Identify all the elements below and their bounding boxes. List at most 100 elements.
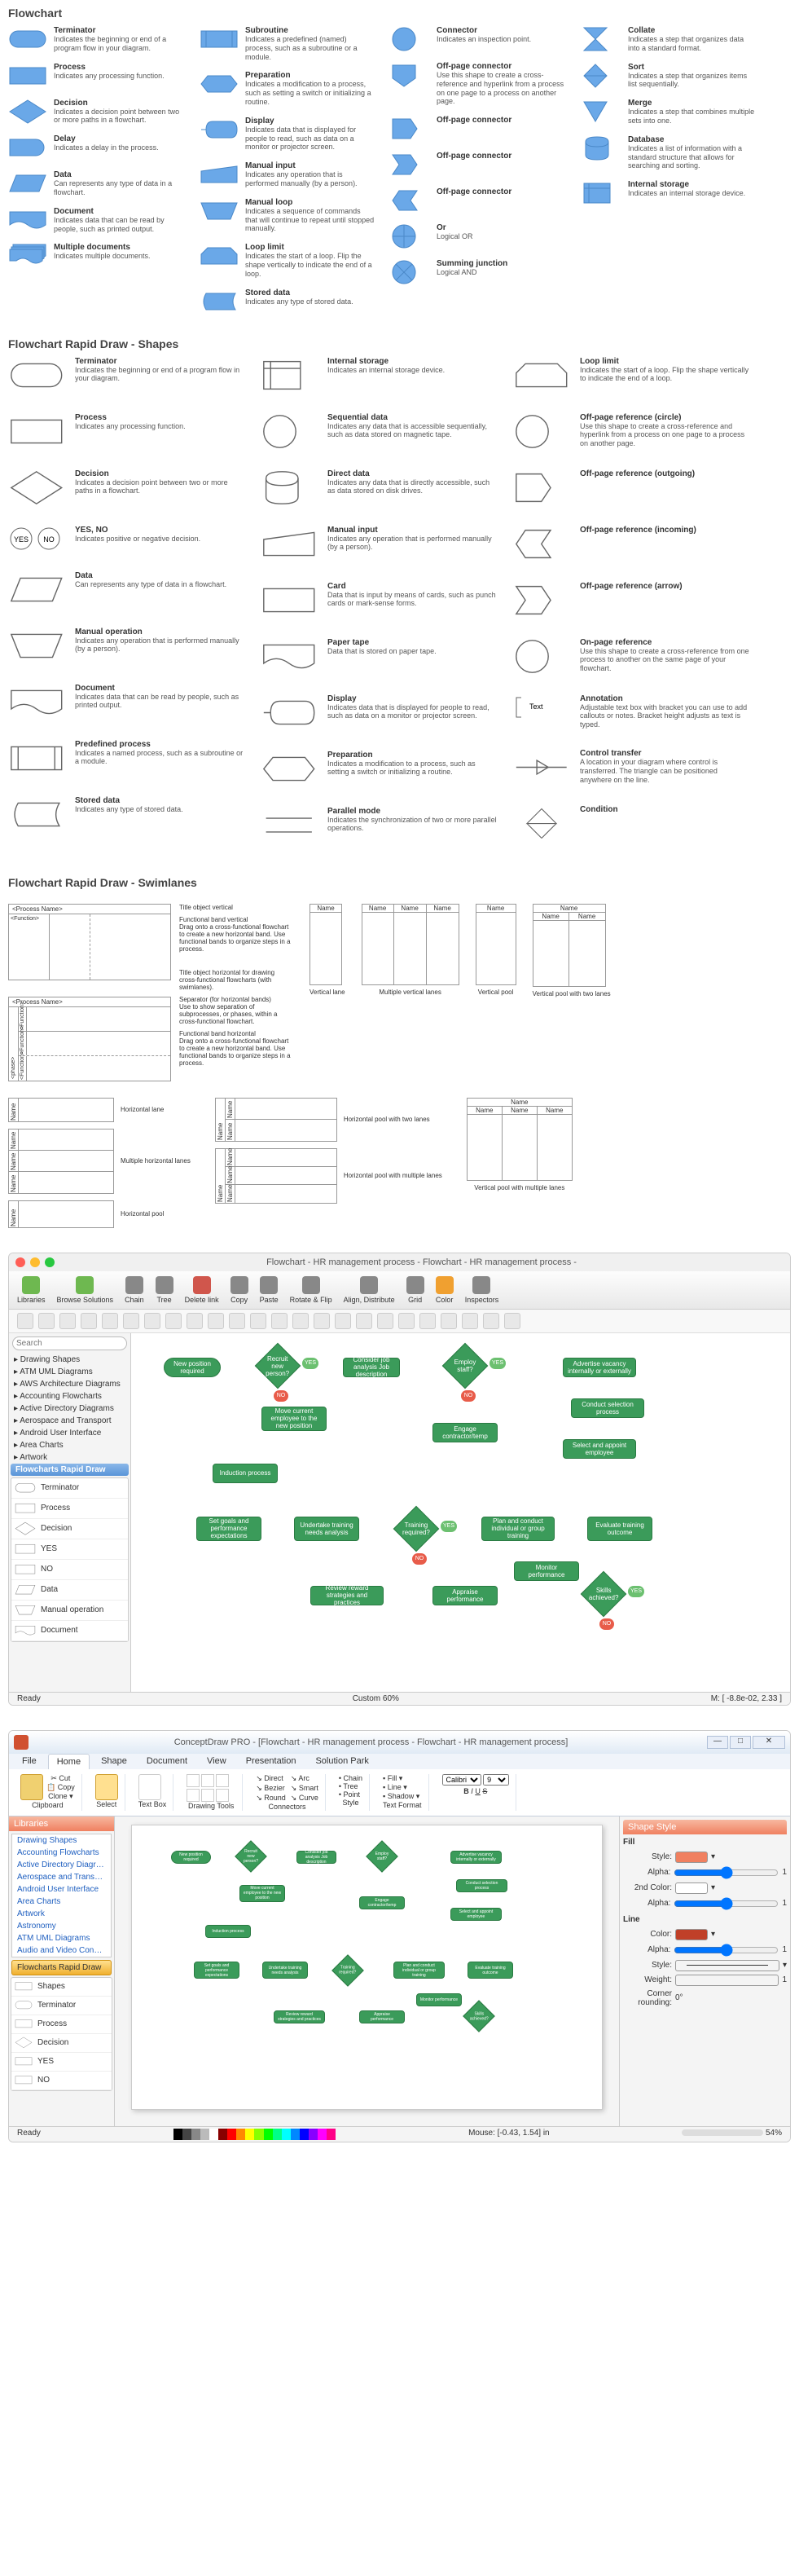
close-button[interactable]: ✕ bbox=[753, 1736, 785, 1749]
flowchart-node[interactable]: Move current employee to the new positio… bbox=[239, 1885, 285, 1902]
toolbar-paste[interactable]: Paste bbox=[260, 1276, 279, 1304]
palette-color[interactable] bbox=[245, 2129, 254, 2140]
tool-button[interactable] bbox=[377, 1313, 393, 1329]
tool-button[interactable] bbox=[208, 1313, 224, 1329]
style-swatch[interactable] bbox=[675, 1852, 708, 1863]
palette-color[interactable] bbox=[173, 2129, 182, 2140]
tool-button[interactable] bbox=[314, 1313, 330, 1329]
palette-item[interactable]: Process bbox=[11, 1499, 128, 1519]
flowchart-node[interactable]: Review reward strategies and practices bbox=[310, 1586, 384, 1605]
flowchart-node[interactable]: Conduct selection process bbox=[571, 1398, 644, 1418]
palette-color[interactable] bbox=[300, 2129, 309, 2140]
toolbar-chain[interactable]: Chain bbox=[125, 1276, 144, 1304]
sidebar-item[interactable]: Drawing Shapes bbox=[12, 1834, 111, 1847]
flowchart-node[interactable]: Plan and conduct individual or group tra… bbox=[393, 1962, 445, 1979]
line-color-swatch[interactable] bbox=[675, 1929, 708, 1940]
ribbon-tab-view[interactable]: View bbox=[199, 1754, 235, 1769]
maximize-button[interactable]: □ bbox=[730, 1736, 751, 1749]
toolbar-inspectors[interactable]: Inspectors bbox=[465, 1276, 499, 1304]
palette-color[interactable] bbox=[318, 2129, 327, 2140]
color2-swatch[interactable] bbox=[675, 1882, 708, 1894]
palette-color[interactable] bbox=[209, 2129, 218, 2140]
tool-button[interactable] bbox=[271, 1313, 288, 1329]
flowchart-node[interactable]: Monitor performance bbox=[416, 1993, 462, 2007]
palette-item[interactable]: Terminator bbox=[11, 1478, 128, 1499]
tool-button[interactable] bbox=[462, 1313, 478, 1329]
flowchart-canvas[interactable]: New position requiredRecruit new person?… bbox=[131, 1333, 790, 1692]
palette-item[interactable]: Manual operation bbox=[11, 1601, 128, 1621]
toolbar-tree[interactable]: Tree bbox=[156, 1276, 173, 1304]
sidebar-item[interactable]: ▸ Android User Interface bbox=[9, 1427, 130, 1439]
flowchart-node[interactable]: Training required? bbox=[393, 1505, 440, 1552]
palette-color[interactable] bbox=[218, 2129, 227, 2140]
tool-button[interactable] bbox=[229, 1313, 245, 1329]
copy-button[interactable]: 📋 Copy bbox=[46, 1783, 75, 1792]
palette-color[interactable] bbox=[254, 2129, 263, 2140]
flowchart-node[interactable]: Review reward strategies and practices bbox=[274, 2010, 325, 2024]
sidebar-item[interactable]: ▸ AWS Architecture Diagrams bbox=[9, 1378, 130, 1390]
flowchart-node[interactable]: Consider job analysis Job description bbox=[296, 1851, 336, 1865]
palette-color[interactable] bbox=[291, 2129, 300, 2140]
tool-button[interactable] bbox=[419, 1313, 436, 1329]
sidebar-item[interactable]: ATM UML Diagrams bbox=[12, 1932, 111, 1944]
ribbon-tab-home[interactable]: Home bbox=[48, 1754, 90, 1769]
alpha2-slider[interactable] bbox=[674, 1897, 779, 1910]
sidebar-item[interactable]: Astronomy bbox=[12, 1920, 111, 1932]
sidebar-item[interactable]: ▸ Area Charts bbox=[9, 1439, 130, 1451]
tool-button[interactable] bbox=[38, 1313, 55, 1329]
ribbon-tab-file[interactable]: File bbox=[14, 1754, 45, 1769]
flowchart-node[interactable]: Select and appoint employee bbox=[563, 1439, 636, 1459]
sidebar-item[interactable]: Android User Interface bbox=[12, 1883, 111, 1896]
sidebar-item[interactable]: ▸ Artwork bbox=[9, 1451, 130, 1464]
sidebar-selected[interactable]: Flowcharts Rapid Draw bbox=[11, 1464, 129, 1476]
sidebar-item[interactable]: ▸ Active Directory Diagrams bbox=[9, 1402, 130, 1415]
textbox-button[interactable] bbox=[138, 1774, 161, 1800]
tool-button[interactable] bbox=[59, 1313, 76, 1329]
flowchart-node[interactable]: Training required? bbox=[331, 1954, 364, 1987]
color-palette[interactable] bbox=[173, 2129, 336, 2140]
flowchart-node[interactable]: Employ staff? bbox=[442, 1342, 489, 1389]
select-button[interactable] bbox=[95, 1774, 118, 1800]
palette-color[interactable] bbox=[191, 2129, 200, 2140]
flowchart-node[interactable]: Evaluate training outcome bbox=[587, 1517, 652, 1541]
flowchart-node[interactable]: Undertake training needs analysis bbox=[294, 1517, 359, 1541]
palette-color[interactable] bbox=[200, 2129, 209, 2140]
palette-item[interactable]: Process bbox=[11, 2015, 112, 2034]
palette-color[interactable] bbox=[282, 2129, 291, 2140]
sidebar-item[interactable]: ▸ Aerospace and Transport bbox=[9, 1415, 130, 1427]
sidebar-item[interactable]: ▸ Accounting Flowcharts bbox=[9, 1390, 130, 1402]
flowchart-node[interactable]: Set goals and performance expectations bbox=[196, 1517, 261, 1541]
flowchart-node[interactable]: Set goals and performance expectations bbox=[194, 1962, 239, 1979]
flowchart-node[interactable]: Appraise performance bbox=[432, 1586, 498, 1605]
sidebar-item[interactable]: Audio and Video Connectors bbox=[12, 1944, 111, 1957]
tool-button[interactable] bbox=[250, 1313, 266, 1329]
flowchart-node[interactable]: Plan and conduct individual or group tra… bbox=[481, 1517, 555, 1541]
sidebar-item[interactable]: Active Directory Diagrams bbox=[12, 1859, 111, 1871]
flowchart-node[interactable]: Appraise performance bbox=[359, 2010, 405, 2024]
palette-item[interactable]: YES bbox=[11, 1539, 128, 1560]
ribbon-tab-solution-park[interactable]: Solution Park bbox=[307, 1754, 376, 1769]
palette-color[interactable] bbox=[327, 2129, 336, 2140]
tool-button[interactable] bbox=[81, 1313, 97, 1329]
tool-button[interactable] bbox=[483, 1313, 499, 1329]
flowchart-node[interactable]: Induction process bbox=[205, 1925, 251, 1939]
flowchart-node[interactable]: Induction process bbox=[213, 1464, 278, 1483]
toolbar-browse-solutions[interactable]: Browse Solutions bbox=[57, 1276, 114, 1304]
palette-item[interactable]: YES bbox=[11, 2053, 112, 2072]
tool-button[interactable] bbox=[441, 1313, 457, 1329]
flowchart-node[interactable]: Undertake training needs analysis bbox=[262, 1962, 308, 1979]
flowchart-canvas[interactable]: New position requiredRecruit new person?… bbox=[115, 1816, 619, 2126]
sidebar-item[interactable]: Artwork bbox=[12, 1908, 111, 1920]
flowchart-node[interactable]: New position required bbox=[171, 1851, 211, 1865]
flowchart-node[interactable]: Skills achieved? bbox=[581, 1570, 627, 1617]
tool-button[interactable] bbox=[187, 1313, 203, 1329]
tool-button[interactable] bbox=[17, 1313, 33, 1329]
tool-button[interactable] bbox=[144, 1313, 160, 1329]
size-select[interactable]: 9 bbox=[483, 1774, 509, 1786]
flowchart-node[interactable]: Select and appoint employee bbox=[450, 1908, 502, 1922]
flowchart-node[interactable]: Engage contractor/temp bbox=[359, 1896, 405, 1910]
toolbar-copy[interactable]: Copy bbox=[230, 1276, 248, 1304]
palette-item[interactable]: NO bbox=[11, 2072, 112, 2090]
flowchart-node[interactable]: Advertise vacancy internally or external… bbox=[450, 1851, 502, 1865]
tool-button[interactable] bbox=[335, 1313, 351, 1329]
